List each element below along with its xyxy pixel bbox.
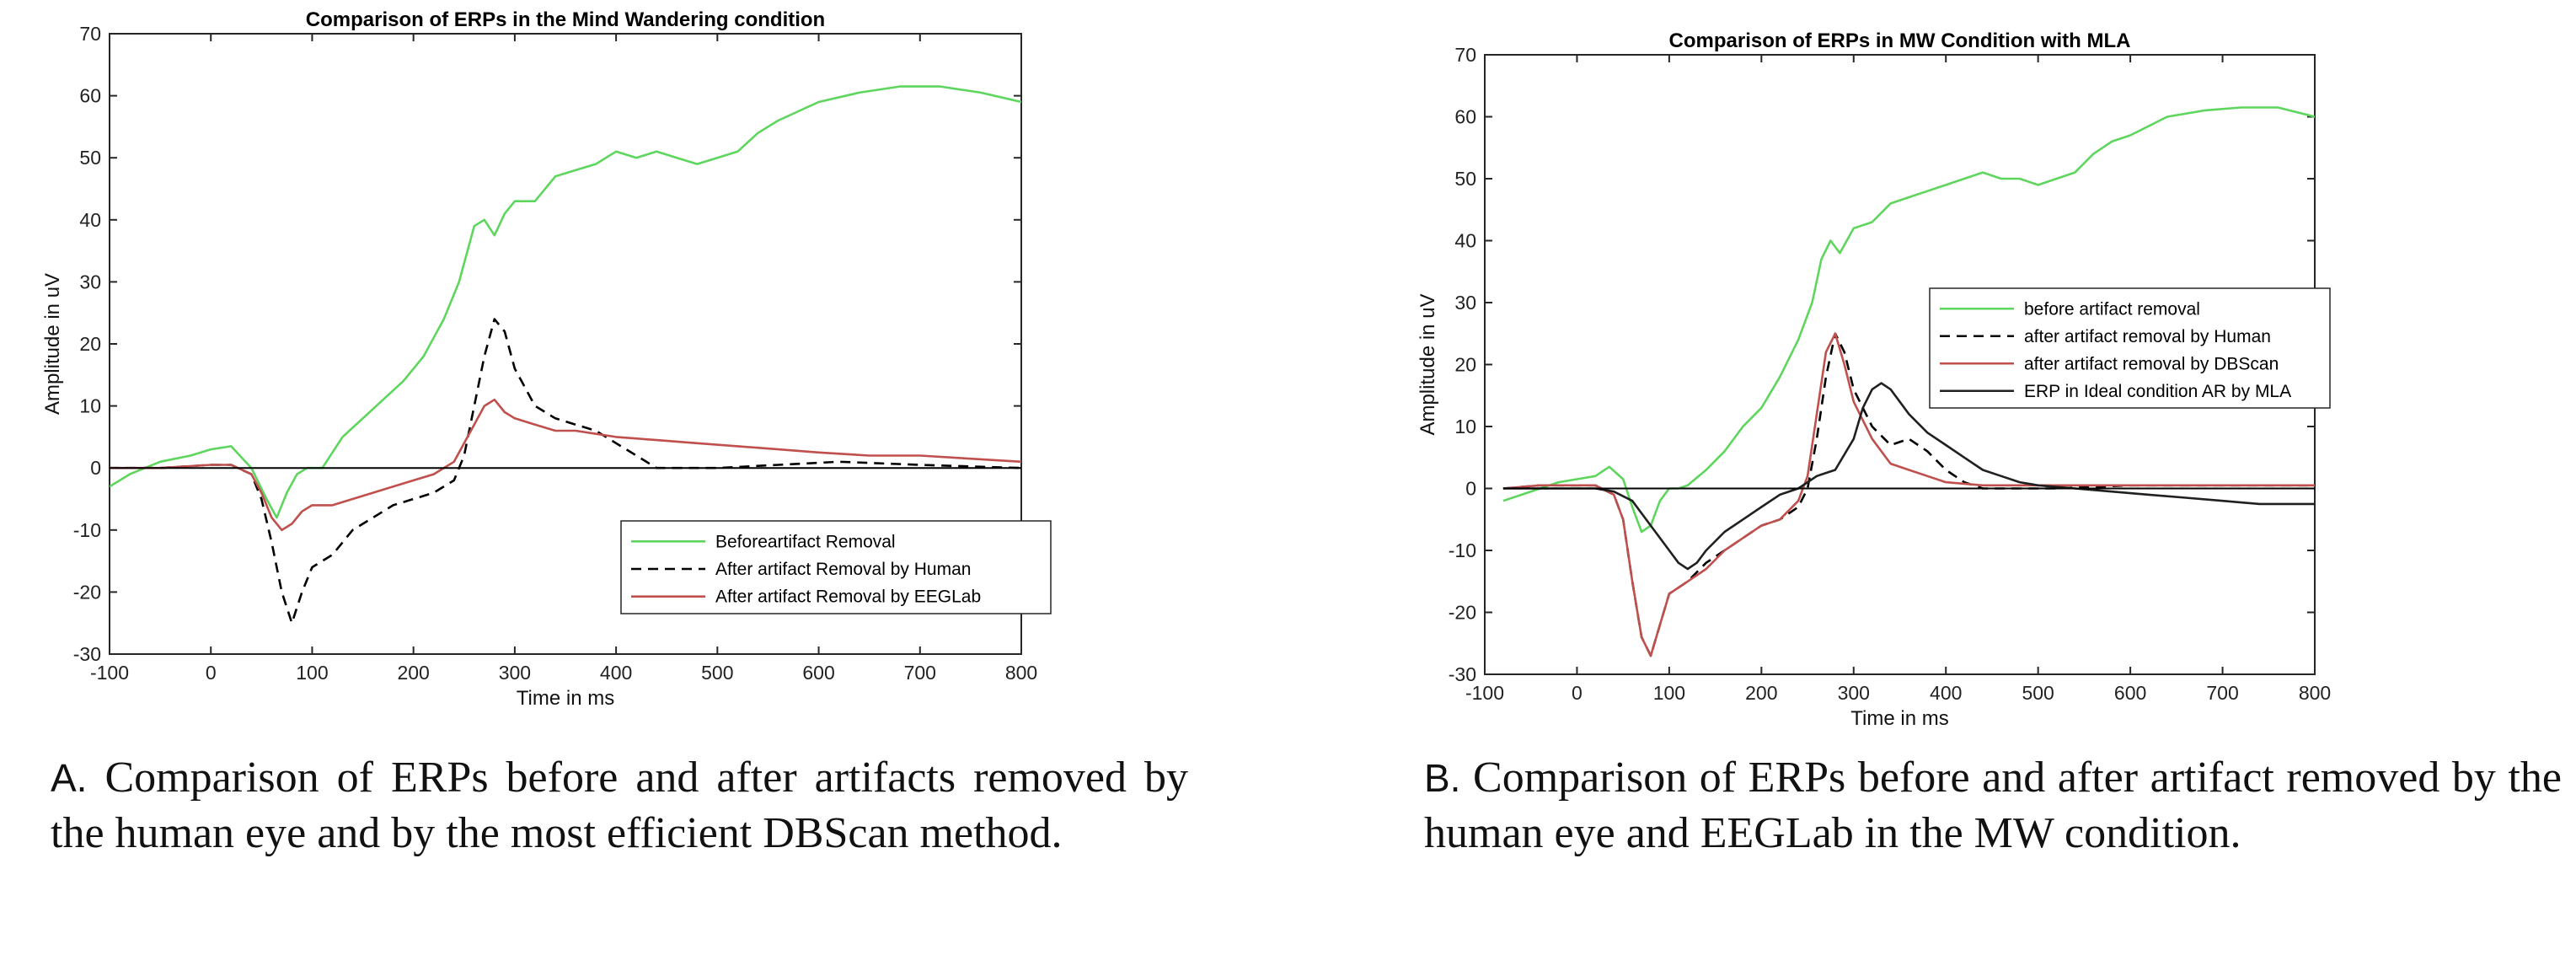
x-tick-label: 200	[1745, 682, 1777, 704]
y-tick-label: 50	[1454, 168, 1476, 190]
chart-title: Comparison of ERPs in the Mind Wandering…	[306, 8, 825, 31]
caption-b-letter: B.	[1424, 756, 1461, 800]
y-tick-label: 50	[79, 147, 101, 169]
caption-a-letter: A.	[51, 756, 88, 800]
y-tick-label: 30	[1454, 292, 1476, 314]
legend-entry: After artifact Removal by Human	[715, 560, 971, 579]
x-tick-label: 100	[1653, 682, 1685, 704]
x-tick-label: -100	[90, 662, 129, 684]
x-tick-label: 0	[206, 662, 217, 684]
series-line-after-artifact-removal-by-eeglab	[110, 398, 1021, 532]
legend: Beforeartifact Removal After artifact Rem…	[620, 520, 1052, 614]
x-tick-label: -100	[1465, 682, 1504, 704]
y-tick-label: 60	[79, 85, 101, 107]
chart-b: -100 0 100 200 300 400 500 600 700 800-30-20-1001…	[1417, 30, 2331, 730]
y-axis-label: Amplitude in uV	[1417, 293, 1439, 435]
x-tick-label: 500	[2022, 682, 2054, 704]
x-tick-label: 800	[2299, 682, 2331, 704]
x-tick-label: 700	[2206, 682, 2238, 704]
y-tick-label: 40	[79, 209, 101, 231]
y-tick-label: -10	[1449, 539, 1476, 561]
x-tick-label: 200	[397, 662, 429, 684]
y-tick-label: 70	[1454, 44, 1476, 66]
x-tick-label: 400	[600, 662, 632, 684]
series-line-beforeartifact-removal	[110, 85, 1021, 519]
series-line-after-artifact-removal-by-dbscan	[1502, 332, 2315, 657]
x-tick-label: 100	[296, 662, 328, 684]
legend-entry: ERP in Ideal condition AR by MLA	[2024, 382, 2291, 401]
chart-title: Comparison of ERPs in MW Condition with …	[1669, 30, 2131, 52]
y-tick-label: 70	[79, 23, 101, 45]
y-tick-label: 40	[1454, 230, 1476, 252]
legend-entry: After artifact Removal by EEGLab	[715, 587, 981, 607]
caption-b: B. Comparison of ERPs before and after a…	[1424, 750, 2562, 861]
chart-a: -100 0 100 200 300 400 500 600 700 800-30-20-1001…	[41, 8, 1052, 710]
y-tick-label: 60	[1454, 106, 1476, 128]
caption-b-text: Comparison of ERPs before and after arti…	[1424, 754, 2562, 857]
y-tick-label: -10	[73, 519, 101, 541]
y-axis-label: Amplitude in uV	[41, 273, 64, 415]
legend-entry: after artifact removal by Human	[2024, 327, 2271, 346]
x-tick-label: 700	[904, 662, 936, 684]
x-axis-label: Time in ms	[1850, 707, 1948, 730]
y-tick-label: -30	[1449, 663, 1476, 685]
y-tick-label: -30	[73, 643, 101, 665]
legend-entry: Beforeartifact Removal	[715, 532, 896, 551]
legend: before artifact removal after artifact re…	[1929, 287, 2331, 409]
y-tick-label: -20	[73, 581, 101, 603]
y-tick-label: 30	[79, 271, 101, 292]
y-tick-label: 10	[1454, 416, 1476, 437]
legend-box	[620, 520, 1052, 614]
caption-a: A. Comparison of ERPs before and after a…	[51, 750, 1188, 861]
y-tick-label: 0	[90, 457, 101, 479]
x-tick-label: 800	[1005, 662, 1037, 684]
series-line-erp-in-ideal-condition-ar-by-mla	[1502, 382, 2315, 571]
legend-entry: after artifact removal by DBScan	[2024, 354, 2279, 373]
x-tick-label: 300	[1838, 682, 1870, 704]
caption-a-text: Comparison of ERPs before and after arti…	[51, 754, 1188, 857]
x-tick-label: 500	[701, 662, 733, 684]
series-line-before-artifact-removal	[1502, 106, 2315, 534]
y-tick-label: 20	[79, 333, 101, 355]
x-axis-label: Time in ms	[517, 687, 614, 710]
x-tick-label: 400	[1930, 682, 1962, 704]
x-tick-label: 600	[2114, 682, 2146, 704]
y-tick-label: 0	[1465, 478, 1476, 500]
y-tick-label: 20	[1454, 354, 1476, 376]
x-tick-label: 300	[499, 662, 531, 684]
x-tick-label: 0	[1572, 682, 1583, 704]
legend-entry: before artifact removal	[2024, 299, 2200, 319]
y-tick-label: 10	[79, 395, 101, 417]
x-tick-label: 600	[802, 662, 834, 684]
y-tick-label: -20	[1449, 602, 1476, 624]
